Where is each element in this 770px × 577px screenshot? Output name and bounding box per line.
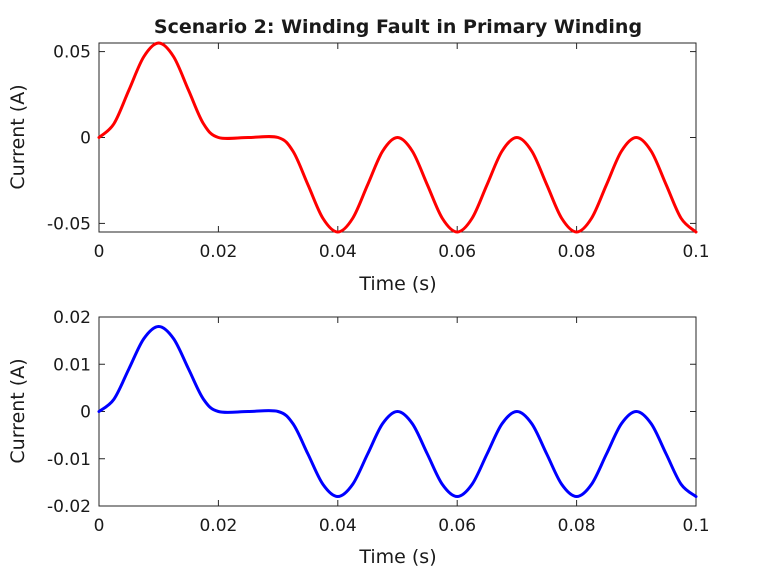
bottom-plot-x-tick-label: 0.06: [438, 516, 476, 536]
bottom-plot-y-tick-label: 0: [80, 403, 91, 423]
top-plot-x-tick-label: 0.08: [558, 242, 596, 262]
bottom-plot-y-tick-label: 0.02: [53, 308, 91, 328]
top-plot-y-tick-label: -0.05: [47, 214, 91, 234]
top-plot-x-tick-label: 0: [94, 242, 105, 262]
bottom-plot-y-tick-label: -0.02: [47, 497, 91, 517]
top-plot: Scenario 2: Winding Fault in Primary Win…: [7, 16, 710, 295]
bottom-plot-y-axis-label: Current (A): [7, 358, 29, 463]
top-plot-x-axis-label: Time (s): [358, 273, 436, 295]
bottom-plot-x-tick-label: 0.04: [319, 516, 357, 536]
bottom-plot-series-line: [97, 324, 698, 499]
top-plot-series-line: [97, 41, 698, 234]
top-plot-x-tick-label: 0.02: [199, 242, 237, 262]
top-plot-y-tick-label: 0.05: [53, 43, 91, 63]
bottom-plot-x-tick-label: 0.08: [558, 516, 596, 536]
bottom-plot-x-tick-label: 0.1: [682, 516, 709, 536]
bottom-plot: 0 0.02 0.04 0.06 0.08 0.1-0.02-0.0100.010.02 …: [7, 308, 710, 568]
bottom-plot-ticks: 0 0.02 0.04 0.06 0.08 0.1 -0.02 -0.01 0 0.01 0.02: [47, 308, 710, 536]
top-plot-y-axis-label: Current (A): [7, 84, 29, 189]
bottom-plot-x-axis-label: Time (s): [358, 546, 436, 568]
top-plot-y-tick-label: 0: [80, 129, 91, 149]
bottom-plot-x-tick-label: 0: [94, 516, 105, 536]
bottom-plot-x-tick-label: 0.02: [199, 516, 237, 536]
bottom-plot-y-tick-label: 0.01: [53, 355, 91, 375]
bottom-plot-y-tick-label: -0.01: [47, 450, 91, 470]
top-plot-x-tick-label: 0.1: [682, 242, 709, 262]
top-plot-x-tick-label: 0.06: [438, 242, 476, 262]
chart-title: Scenario 2: Winding Fault in Primary Win…: [154, 16, 642, 38]
top-plot-x-tick-label: 0.04: [319, 242, 357, 262]
